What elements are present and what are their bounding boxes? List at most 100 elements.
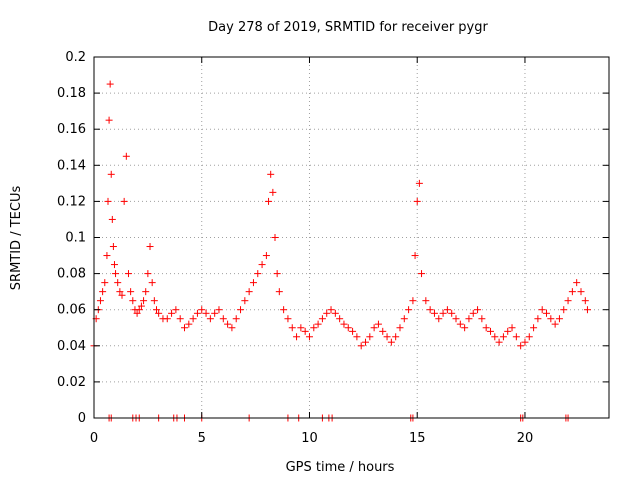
data-point: [418, 270, 426, 278]
data-point: [267, 170, 275, 178]
data-point: [163, 315, 171, 323]
data-point: [547, 315, 555, 323]
data-point: [104, 197, 112, 205]
data-point: [370, 324, 378, 332]
data-point: [405, 306, 413, 314]
data-point: [415, 179, 423, 187]
data-point: [400, 315, 408, 323]
data-point: [461, 324, 469, 332]
data-point: [581, 297, 589, 305]
data-point: [114, 279, 122, 287]
data-point: [396, 324, 404, 332]
data-point: [215, 306, 223, 314]
data-point: [305, 333, 313, 341]
y-tick-label: 0.18: [57, 86, 86, 101]
y-tick-label: 0.12: [57, 194, 86, 209]
data-point: [387, 338, 395, 346]
data-point: [106, 80, 114, 88]
x-tick-label: 20: [517, 431, 534, 446]
data-point: [219, 315, 227, 323]
data-point: [202, 309, 210, 317]
data-point: [362, 338, 370, 346]
data-point: [430, 309, 438, 317]
data-point: [124, 270, 132, 278]
data-point: [564, 297, 572, 305]
data-point: [120, 197, 128, 205]
x-tick-label: 10: [301, 431, 318, 446]
data-point: [273, 270, 281, 278]
data-point: [189, 315, 197, 323]
data-point: [176, 315, 184, 323]
data-point: [101, 279, 109, 287]
data-point: [474, 306, 482, 314]
data-point: [538, 306, 546, 314]
data-point: [517, 342, 525, 350]
y-tick-label: 0: [78, 411, 86, 426]
data-point: [452, 315, 460, 323]
data-point: [482, 324, 490, 332]
data-point: [318, 315, 326, 323]
data-point: [392, 333, 400, 341]
data-point: [344, 324, 352, 332]
data-point: [314, 320, 322, 328]
data-point: [228, 324, 236, 332]
data-point: [491, 333, 499, 341]
data-point: [96, 297, 104, 305]
grid-lines: [94, 57, 609, 418]
data-point: [181, 324, 189, 332]
data-point: [349, 327, 357, 335]
data-point: [265, 197, 273, 205]
data-point: [411, 252, 419, 260]
data-point: [504, 327, 512, 335]
data-point: [297, 324, 305, 332]
data-point: [530, 324, 538, 332]
data-point: [137, 302, 145, 310]
data-point: [293, 333, 301, 341]
data-point: [258, 261, 266, 269]
data-point: [241, 297, 249, 305]
data-point: [508, 324, 516, 332]
data-point: [340, 320, 348, 328]
plot-frame: [93, 56, 610, 419]
data-point: [534, 315, 542, 323]
data-point: [211, 309, 219, 317]
data-point: [99, 288, 107, 296]
y-tick-label: 0.06: [57, 303, 86, 318]
data-point: [148, 279, 156, 287]
data-point: [105, 116, 113, 124]
y-axis-label: SRMTID / TECUs: [9, 186, 24, 291]
data-point: [135, 306, 143, 314]
y-tick-label: 0.02: [57, 375, 86, 390]
data-point: [327, 306, 335, 314]
data-point: [495, 338, 503, 346]
data-point: [413, 197, 421, 205]
data-point: [383, 333, 391, 341]
data-point: [310, 324, 318, 332]
data-point: [127, 288, 135, 296]
data-point: [185, 320, 193, 328]
data-point: [155, 309, 163, 317]
y-tick-label: 0.14: [57, 158, 86, 173]
data-point: [478, 315, 486, 323]
data-point: [198, 306, 206, 314]
data-point: [336, 315, 344, 323]
data-point: [465, 315, 473, 323]
chart-title: Day 278 of 2019, SRMTID for receiver pyg…: [208, 20, 488, 35]
data-point: [443, 306, 451, 314]
data-point: [366, 333, 374, 341]
y-tick-label: 0.08: [57, 267, 86, 282]
data-point: [108, 215, 116, 223]
data-point: [144, 270, 152, 278]
data-point: [422, 297, 430, 305]
y-tick-label: 0.16: [57, 122, 86, 137]
x-tick-label: 5: [198, 431, 206, 446]
data-point: [206, 315, 214, 323]
data-point: [122, 152, 130, 160]
data-point: [224, 320, 232, 328]
y-tick-label: 0.04: [57, 339, 86, 354]
data-point: [568, 288, 576, 296]
data-point: [152, 306, 160, 314]
data-point: [499, 333, 507, 341]
data-point: [555, 315, 563, 323]
data-point: [560, 306, 568, 314]
